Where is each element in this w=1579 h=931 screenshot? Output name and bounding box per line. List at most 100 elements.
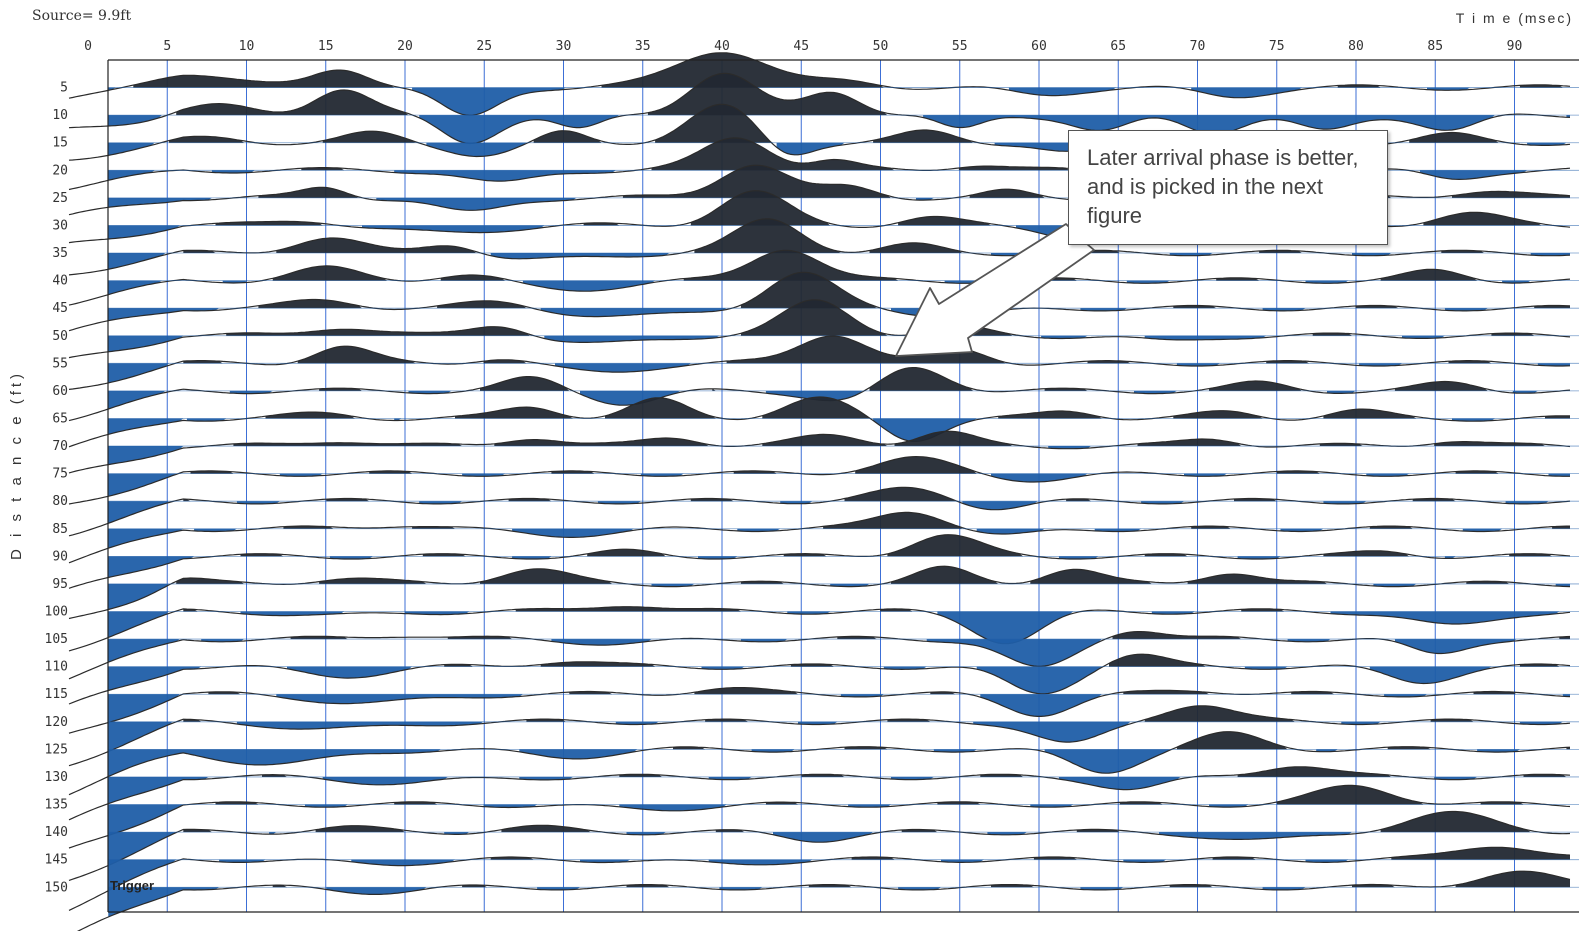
trace-125ft xyxy=(68,731,1579,796)
trace-fill-neg xyxy=(108,142,1567,157)
y-tick-label: 10 xyxy=(52,108,68,123)
x-tick-label: 40 xyxy=(714,39,730,54)
trace-wiggle xyxy=(68,511,1570,564)
trace-10ft xyxy=(68,72,1579,145)
trace-110ft xyxy=(68,653,1579,705)
trace-fill-neg xyxy=(108,583,1570,610)
y-tick-label: 55 xyxy=(52,356,68,371)
trace-fill-pos xyxy=(319,367,1488,391)
trace-wiggle xyxy=(68,606,1571,652)
trace-130ft xyxy=(68,766,1579,821)
x-tick-label: 45 xyxy=(793,39,809,54)
trace-fill-neg xyxy=(108,501,1549,524)
time-axis-label: T i m e (msec) xyxy=(1455,10,1573,26)
x-tick-label: 25 xyxy=(476,39,492,54)
trace-wiggle xyxy=(68,249,1571,306)
trace-fill-pos xyxy=(133,52,1563,88)
trace-fill-neg xyxy=(108,666,1492,694)
trace-fill-pos xyxy=(240,534,1553,557)
y-tick-label: 5 xyxy=(60,81,68,96)
trace-wiggle xyxy=(68,299,1571,359)
x-tick-label: 35 xyxy=(635,39,651,54)
y-tick-label: 100 xyxy=(45,605,68,620)
trace-wiggle xyxy=(68,565,1571,620)
trace-80ft xyxy=(68,486,1579,537)
trace-fill-neg xyxy=(108,473,1570,497)
trace-150ft xyxy=(76,870,1579,931)
trace-wiggle xyxy=(68,72,1571,145)
y-tick-label: 110 xyxy=(45,660,68,675)
y-tick-label: 140 xyxy=(45,825,68,840)
trace-85ft xyxy=(68,511,1579,564)
trace-40ft xyxy=(68,249,1579,306)
trace-75ft xyxy=(68,455,1579,505)
trace-45ft xyxy=(68,271,1579,332)
trace-50ft xyxy=(68,299,1579,359)
x-tick-label: 20 xyxy=(397,39,413,54)
trace-fill-pos xyxy=(176,566,1510,584)
trace-fill-pos xyxy=(183,336,1492,364)
trace-fill-pos xyxy=(262,766,1567,777)
trace-55ft xyxy=(68,335,1579,390)
x-tick-label: 10 xyxy=(239,39,255,54)
trace-fill-neg xyxy=(108,832,1352,866)
y-tick-label: 15 xyxy=(52,136,68,151)
trace-wiggle xyxy=(68,486,1571,537)
y-tick-label: 95 xyxy=(52,577,68,592)
trace-wiggle xyxy=(76,870,1571,931)
trace-fill-neg xyxy=(108,776,1478,804)
trace-65ft xyxy=(68,396,1579,448)
trace-115ft xyxy=(68,687,1579,734)
trace-wiggle xyxy=(68,653,1571,705)
trace-fill-pos xyxy=(226,299,1535,336)
trace-fill-neg xyxy=(108,170,1528,182)
y-tick-label: 35 xyxy=(52,246,68,261)
trace-fill-neg xyxy=(108,639,1517,667)
trace-fill-neg xyxy=(108,115,1570,144)
trace-90ft xyxy=(68,534,1579,589)
trace-fill-neg xyxy=(108,694,1570,723)
trace-fill-pos xyxy=(176,73,888,116)
y-tick-label: 65 xyxy=(52,411,68,426)
trace-wiggle xyxy=(68,846,1571,911)
x-tick-label: 65 xyxy=(1110,39,1126,54)
x-tick-label: 15 xyxy=(318,39,334,54)
y-tick-label: 45 xyxy=(52,301,68,316)
trigger-label: Trigger xyxy=(110,878,154,893)
trace-145ft xyxy=(68,846,1579,911)
trace-wiggle xyxy=(68,52,1571,116)
trace-135ft xyxy=(68,784,1579,849)
trace-35ft xyxy=(68,218,1579,276)
trace-5ft xyxy=(68,52,1579,116)
x-tick-label: 30 xyxy=(556,39,572,54)
x-tick-label: 5 xyxy=(163,39,171,54)
trace-fill-neg xyxy=(108,363,1570,383)
y-tick-label: 120 xyxy=(45,715,68,730)
trace-wiggle xyxy=(68,455,1570,505)
trace-wiggle xyxy=(68,705,1571,767)
x-tick-label: 0 xyxy=(84,39,92,54)
trace-wiggle xyxy=(68,687,1571,734)
y-tick-label: 50 xyxy=(52,329,68,344)
y-tick-label: 150 xyxy=(45,880,68,895)
trace-wiggle xyxy=(68,810,1571,881)
y-tick-label: 75 xyxy=(52,467,68,482)
source-label: Source= 9.9ft xyxy=(32,8,132,24)
traces xyxy=(68,52,1579,931)
y-tick-label: 30 xyxy=(52,218,68,233)
axes: 0 5 10 15 20 25 30 35 40 45 50 55 60 65 70 75 80 85 90 5 10 1… xyxy=(45,39,1579,913)
trace-fill-pos xyxy=(183,606,1285,612)
y-tick-label: 60 xyxy=(52,384,68,399)
trace-fill-pos xyxy=(183,218,1485,254)
y-tick-label: 135 xyxy=(45,798,68,813)
trace-fill-pos xyxy=(208,687,1517,695)
y-tick-label: 70 xyxy=(52,439,68,454)
annotation-arrow xyxy=(895,223,1095,357)
trace-wiggle xyxy=(68,430,1571,474)
x-tick-label: 55 xyxy=(952,39,968,54)
trace-fill-pos xyxy=(233,431,1545,447)
y-tick-label: 90 xyxy=(52,549,68,564)
trace-fill-pos xyxy=(444,654,1560,667)
x-tick-label: 80 xyxy=(1348,39,1364,54)
